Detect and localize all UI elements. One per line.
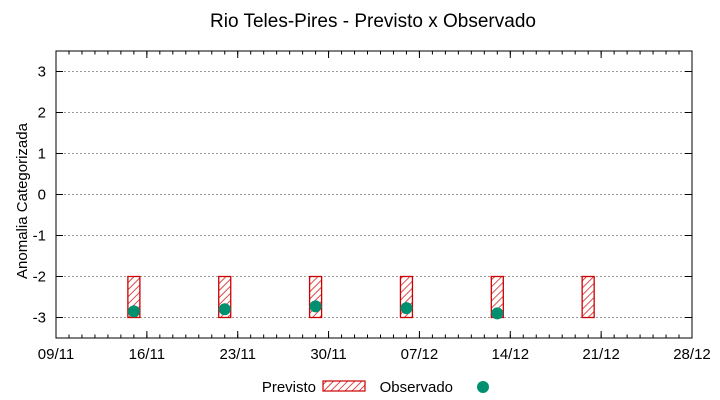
observado-point bbox=[491, 307, 504, 320]
previsto-bar bbox=[581, 275, 595, 319]
y-tick-label: -2 bbox=[33, 269, 46, 286]
x-tick-label: 30/11 bbox=[310, 346, 346, 363]
y-tick-label: 1 bbox=[38, 146, 46, 163]
x-tick-label: 09/11 bbox=[38, 346, 74, 363]
observado-point bbox=[309, 300, 322, 313]
legend-swatch-previsto bbox=[322, 380, 366, 392]
legend-label-previsto: Previsto bbox=[262, 379, 316, 396]
x-tick-label: 23/11 bbox=[219, 346, 255, 363]
y-tick-label: 3 bbox=[38, 64, 46, 81]
chart-title: Rio Teles-Pires - Previsto x Observado bbox=[210, 11, 536, 32]
observado-point bbox=[218, 303, 231, 316]
y-tick-label: -1 bbox=[33, 228, 46, 245]
y-tick-label: 2 bbox=[38, 105, 46, 122]
observado-point bbox=[127, 305, 140, 318]
observado-point bbox=[400, 302, 413, 315]
y-axis-label: Anomalia Categorizada bbox=[14, 122, 31, 279]
previsto-bars bbox=[127, 275, 595, 319]
axis-ticks: 3 2 1 0 -1 -2 -3 09/11 16/11 23/11 30/11 07/12 14/12… bbox=[33, 51, 711, 363]
x-tick-label: 28/12 bbox=[673, 346, 711, 363]
x-tick-label: 16/11 bbox=[129, 346, 165, 363]
y-tick-label: 0 bbox=[38, 187, 46, 204]
legend-label-observado: Observado bbox=[380, 379, 453, 396]
x-tick-label: 14/12 bbox=[492, 346, 530, 363]
observado-points bbox=[127, 300, 504, 320]
grid-lines bbox=[56, 71, 692, 318]
x-tick-label: 07/12 bbox=[401, 346, 439, 363]
x-tick-label: 21/12 bbox=[582, 346, 620, 363]
y-tick-label: -3 bbox=[33, 310, 46, 327]
legend-marker-observado bbox=[477, 381, 489, 393]
legend: Previsto Observado bbox=[262, 379, 489, 396]
